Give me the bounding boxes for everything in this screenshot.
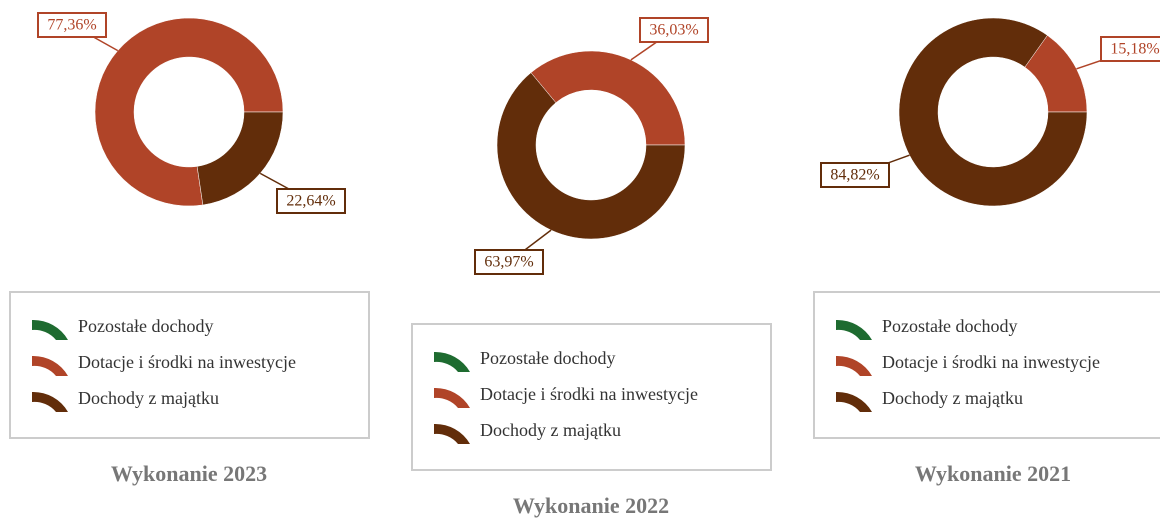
data-label: 22,64% bbox=[286, 193, 335, 210]
legend-icon bbox=[32, 391, 68, 412]
label-box bbox=[276, 188, 346, 214]
data-label: 15,18% bbox=[1110, 41, 1159, 58]
chart-title: Wykonanie 2021 bbox=[915, 461, 1071, 486]
legend-label: Pozostałe dochody bbox=[882, 316, 1017, 336]
donut-segment bbox=[898, 17, 1088, 207]
legend-icon bbox=[434, 351, 470, 372]
data-label: 36,03% bbox=[649, 22, 698, 39]
donut-segment bbox=[94, 17, 284, 207]
data-label: 77,36% bbox=[47, 17, 96, 34]
legend-label: Pozostałe dochody bbox=[480, 348, 615, 368]
data-label: 84,82% bbox=[830, 167, 879, 184]
label-box bbox=[1100, 36, 1160, 62]
label-box bbox=[820, 162, 890, 188]
legend-box bbox=[411, 323, 772, 471]
label-box bbox=[37, 12, 107, 38]
label-box bbox=[474, 249, 544, 275]
legend-icon bbox=[434, 423, 470, 444]
legend-label: Dotacje i środki na inwestycje bbox=[78, 352, 296, 372]
legend-icon bbox=[836, 319, 872, 340]
legend-label: Dochody z majątku bbox=[480, 420, 621, 440]
legend-icon bbox=[32, 355, 68, 376]
donut-segment bbox=[496, 72, 686, 240]
legend-icon bbox=[434, 387, 470, 408]
donut-segment bbox=[196, 111, 284, 206]
legend-label: Pozostałe dochody bbox=[78, 316, 213, 336]
chart-title: Wykonanie 2022 bbox=[513, 493, 669, 518]
donut-segment bbox=[530, 50, 686, 146]
label-box bbox=[639, 17, 709, 43]
data-label: 63,97% bbox=[484, 254, 533, 271]
legend-label: Dotacje i środki na inwestycje bbox=[882, 352, 1100, 372]
legend-box bbox=[9, 291, 370, 439]
legend-label: Dochody z majątku bbox=[882, 388, 1023, 408]
legend-label: Dotacje i środki na inwestycje bbox=[480, 384, 698, 404]
legend-label: Dochody z majątku bbox=[78, 388, 219, 408]
legend-icon bbox=[836, 355, 872, 376]
legend-icon bbox=[836, 391, 872, 412]
legend-box bbox=[813, 291, 1160, 439]
legend-icon bbox=[32, 319, 68, 340]
chart-title: Wykonanie 2023 bbox=[111, 461, 267, 486]
